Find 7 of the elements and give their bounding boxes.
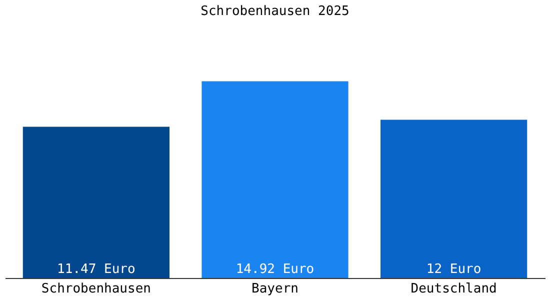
data-label: 14.92 Euro [236, 262, 314, 277]
data-label: 12 Euro [426, 262, 482, 277]
data-label: 11.47 Euro [57, 262, 136, 277]
x-tick-label: Bayern [252, 282, 298, 296]
x-tick-label: Deutschland [410, 282, 497, 296]
x-tick-label: Schrobenhausen [41, 282, 151, 296]
chart-title: Schrobenhausen 2025 [200, 4, 350, 19]
